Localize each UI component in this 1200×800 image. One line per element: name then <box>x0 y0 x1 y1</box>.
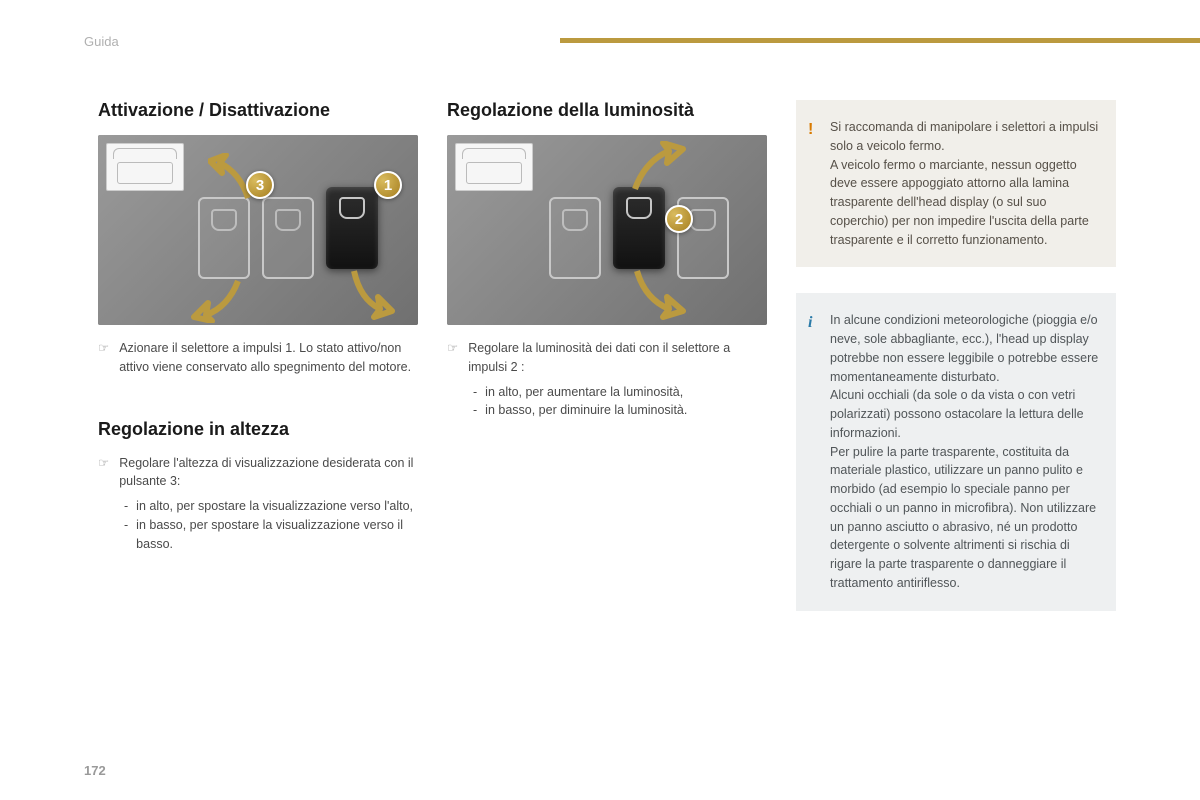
arrow-down-3 <box>188 279 258 323</box>
height-item-2: in basso, per spostare la visualizzazion… <box>136 516 419 554</box>
arrow-up-2 <box>623 141 693 195</box>
figure-brightness: 2 <box>447 135 767 325</box>
brightness-item-2: in basso, per diminuire la luminosità. <box>485 401 687 420</box>
section-label: Guida <box>84 34 119 49</box>
column-middle: Regolazione della luminosità 2 ☞ Regolar… <box>447 100 768 637</box>
callout-2: 2 <box>665 205 693 233</box>
activation-instruction: Azionare il selettore a impulsi 1. Lo st… <box>119 339 419 377</box>
inset-diagram <box>455 143 533 191</box>
heading-height: Regolazione in altezza <box>98 419 419 440</box>
switch-outline-a <box>549 197 601 279</box>
warning-icon: ! <box>808 118 813 142</box>
switch-2 <box>613 187 665 269</box>
pointer-icon: ☞ <box>447 339 458 377</box>
arrow-down-2 <box>625 269 691 323</box>
warning-text: Si raccomanda di manipolare i selettori … <box>830 120 1098 247</box>
heading-brightness: Regolazione della luminosità <box>447 100 768 121</box>
dash: - <box>124 516 128 554</box>
callout-1: 1 <box>374 171 402 199</box>
heading-activation: Attivazione / Disattivazione <box>98 100 419 121</box>
info-box: i In alcune condizioni meteorologiche (p… <box>796 293 1116 610</box>
warning-box: ! Si raccomanda di manipolare i selettor… <box>796 100 1116 267</box>
arrow-down-1 <box>338 269 398 323</box>
pointer-icon: ☞ <box>98 454 109 492</box>
header-gold-bar <box>560 38 1200 43</box>
info-text: In alcune condizioni meteorologiche (pio… <box>830 313 1098 590</box>
switch-outline-left <box>198 197 250 279</box>
text-height: ☞ Regolare l'altezza di visualizzazione … <box>98 454 419 554</box>
brightness-item-1: in alto, per aumentare la luminosità, <box>485 383 683 402</box>
switch-outline-mid <box>262 197 314 279</box>
callout-3: 3 <box>246 171 274 199</box>
switch-1 <box>326 187 378 269</box>
text-activation: ☞ Azionare il selettore a impulsi 1. Lo … <box>98 339 419 377</box>
info-icon: i <box>808 311 812 335</box>
inset-diagram <box>106 143 184 191</box>
page-content: Attivazione / Disattivazione 3 1 ☞ Azion… <box>98 100 1116 637</box>
column-left: Attivazione / Disattivazione 3 1 ☞ Azion… <box>98 100 419 637</box>
text-brightness: ☞ Regolare la luminosità dei dati con il… <box>447 339 768 420</box>
brightness-intro: Regolare la luminosità dei dati con il s… <box>468 339 768 377</box>
dash: - <box>124 497 128 516</box>
page-number: 172 <box>84 763 106 778</box>
dash: - <box>473 401 477 420</box>
pointer-icon: ☞ <box>98 339 109 377</box>
height-item-1: in alto, per spostare la visualizzazione… <box>136 497 413 516</box>
column-right: ! Si raccomanda di manipolare i selettor… <box>796 100 1116 637</box>
height-intro: Regolare l'altezza di visualizzazione de… <box>119 454 419 492</box>
dash: - <box>473 383 477 402</box>
figure-activation: 3 1 <box>98 135 418 325</box>
